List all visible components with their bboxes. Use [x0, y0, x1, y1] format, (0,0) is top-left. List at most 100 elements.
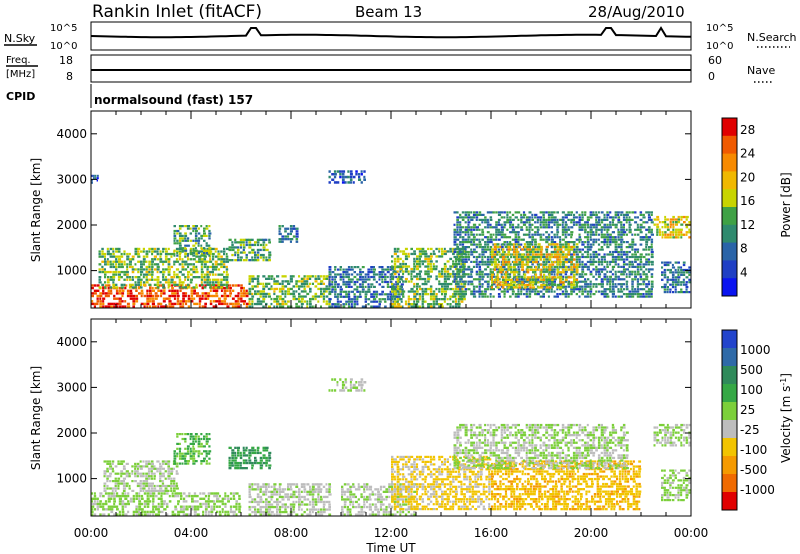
heatmap-cell — [110, 510, 114, 514]
heatmap-cell — [542, 211, 546, 214]
heatmap-cell — [204, 508, 208, 511]
heatmap-cell — [157, 294, 160, 298]
heatmap-cell — [334, 288, 337, 291]
heatmap-cell — [200, 247, 203, 250]
heatmap-cell — [160, 505, 164, 508]
heatmap-cell — [639, 283, 642, 286]
heatmap-cell — [300, 285, 304, 288]
heatmap-cell — [101, 255, 104, 258]
heatmap-cell — [622, 253, 627, 256]
heatmap-cell — [203, 263, 207, 266]
heatmap-cell — [656, 218, 660, 221]
heatmap-cell — [370, 300, 374, 303]
heatmap-cell — [531, 218, 534, 221]
heatmap-cell — [202, 510, 205, 514]
heatmap-cell — [427, 303, 430, 306]
heatmap-cell — [170, 487, 173, 490]
heatmap-cell — [151, 300, 155, 303]
heatmap-cell — [499, 245, 502, 249]
heatmap-cell — [140, 265, 143, 269]
heatmap-cell — [213, 505, 216, 508]
heatmap-cell — [265, 277, 269, 280]
heatmap-cell — [118, 305, 122, 308]
heatmap-cell — [636, 226, 640, 229]
heatmap-cell — [564, 266, 568, 269]
heatmap-cell — [112, 260, 116, 263]
heatmap-cell — [205, 244, 209, 247]
heatmap-cell — [456, 268, 460, 271]
heatmap-cell — [132, 497, 135, 500]
heatmap-cell — [142, 472, 145, 475]
heatmap-cell — [595, 253, 598, 256]
heatmap-cell — [99, 494, 102, 498]
heatmap-cell — [350, 300, 353, 303]
heatmap-cell — [182, 508, 186, 511]
heatmap-cell — [311, 275, 314, 278]
heatmap-cell — [309, 277, 312, 280]
heatmap-cell — [506, 213, 509, 216]
heatmap-cell — [520, 238, 524, 241]
heatmap-cell — [295, 302, 298, 306]
heatmap-cell — [609, 250, 612, 254]
heatmap-cell — [176, 455, 179, 458]
heatmap-cell — [636, 295, 640, 298]
heatmap-cell — [589, 273, 593, 276]
heatmap-cell — [137, 252, 140, 256]
heatmap-cell — [456, 216, 460, 219]
heatmap-cell — [677, 281, 680, 284]
heatmap-cell — [603, 268, 607, 271]
heatmap-cell — [188, 494, 191, 498]
heatmap-cell — [336, 293, 340, 296]
heatmap-cell — [461, 285, 465, 288]
heatmap-cell — [200, 460, 204, 463]
heatmap-cell — [170, 470, 174, 473]
heatmap-cell — [396, 257, 400, 261]
heatmap-cell — [248, 287, 251, 291]
heatmap-cell — [370, 295, 373, 298]
heatmap-cell — [268, 238, 271, 241]
heatmap-cell — [497, 250, 501, 254]
heatmap-cell — [550, 241, 554, 244]
heatmap-cell — [688, 291, 691, 294]
heatmap-cell — [145, 475, 148, 478]
heatmap-cell — [182, 297, 185, 300]
heatmap-cell — [634, 275, 637, 278]
heatmap-cell — [262, 275, 266, 278]
heatmap-cell — [622, 233, 626, 236]
heatmap-cell — [104, 305, 108, 308]
heatmap-cell — [150, 487, 154, 490]
heatmap-cell — [575, 283, 578, 287]
heatmap-cell — [349, 175, 353, 179]
heatmap-cell — [464, 233, 467, 236]
heatmap-cell — [572, 241, 576, 244]
heatmap-cell — [572, 270, 576, 273]
heatmap-cell — [413, 265, 417, 268]
heatmap-cell — [413, 285, 416, 288]
heatmap-cell — [223, 250, 226, 253]
heatmap-cell — [287, 280, 290, 283]
heatmap-cell — [586, 246, 590, 249]
heatmap-cell — [202, 492, 206, 495]
heatmap-cell — [674, 278, 677, 281]
colorbar-tick-label: 4 — [740, 265, 748, 279]
heatmap-cell — [226, 305, 230, 308]
heatmap-cell — [663, 276, 667, 279]
heatmap-cell — [491, 271, 494, 274]
heatmap-cell — [572, 268, 576, 271]
heatmap-cell — [525, 226, 528, 229]
heatmap-cell — [677, 291, 681, 294]
heatmap-cell — [522, 213, 527, 216]
heatmap-cell — [234, 241, 238, 244]
heatmap-cell — [106, 470, 109, 473]
heatmap-cell — [181, 237, 185, 240]
heatmap-cell — [342, 273, 345, 276]
heatmap-cell — [328, 290, 332, 293]
heatmap-cell — [645, 211, 649, 214]
heatmap-cell — [278, 287, 282, 291]
heatmap-cell — [131, 472, 134, 475]
heatmap-cell — [418, 295, 422, 298]
heatmap-cell — [603, 290, 607, 293]
heatmap-cell — [495, 231, 498, 234]
heatmap-cell — [367, 268, 371, 271]
heatmap-cell — [486, 275, 489, 278]
